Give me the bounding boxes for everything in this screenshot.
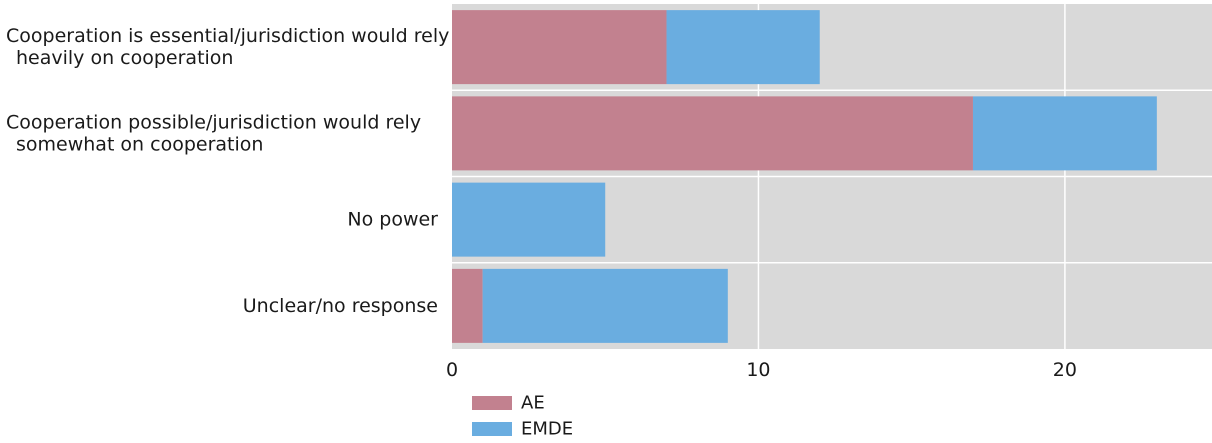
category-label-line: heavily on cooperation bbox=[16, 47, 233, 69]
bar-emde-0 bbox=[666, 10, 820, 85]
category-label-2: No power bbox=[347, 209, 438, 231]
x-tick-label: 0 bbox=[446, 359, 458, 381]
category-labels: Cooperation is essential/jurisdiction wo… bbox=[6, 25, 449, 317]
bar-ae-0 bbox=[452, 10, 667, 85]
legend-label-emde: EMDE bbox=[521, 419, 573, 440]
bars bbox=[452, 10, 1157, 343]
bar-emde-1 bbox=[972, 96, 1157, 171]
category-label-3: Unclear/no response bbox=[243, 295, 438, 317]
category-label-line: Cooperation possible/jurisdiction would … bbox=[6, 111, 421, 133]
category-label-line: Cooperation is essential/jurisdiction wo… bbox=[6, 25, 449, 47]
bar-ae-3 bbox=[452, 268, 483, 343]
bar-emde-2 bbox=[452, 182, 606, 257]
legend-swatch-ae bbox=[472, 396, 512, 410]
legend-label-ae: AE bbox=[521, 393, 545, 414]
x-tick-label: 20 bbox=[1053, 359, 1077, 381]
x-tick-label: 10 bbox=[746, 359, 770, 381]
x-axis-tick-labels: 0 10 20 bbox=[446, 359, 1077, 381]
category-label-line: somewhat on cooperation bbox=[16, 133, 263, 155]
bar-emde-3 bbox=[482, 268, 728, 343]
bar-ae-1 bbox=[452, 96, 973, 171]
legend: AE EMDE bbox=[472, 393, 573, 440]
category-label-1: Cooperation possible/jurisdiction would … bbox=[6, 111, 421, 155]
legend-swatch-emde bbox=[472, 422, 512, 436]
category-label-0: Cooperation is essential/jurisdiction wo… bbox=[6, 25, 449, 69]
